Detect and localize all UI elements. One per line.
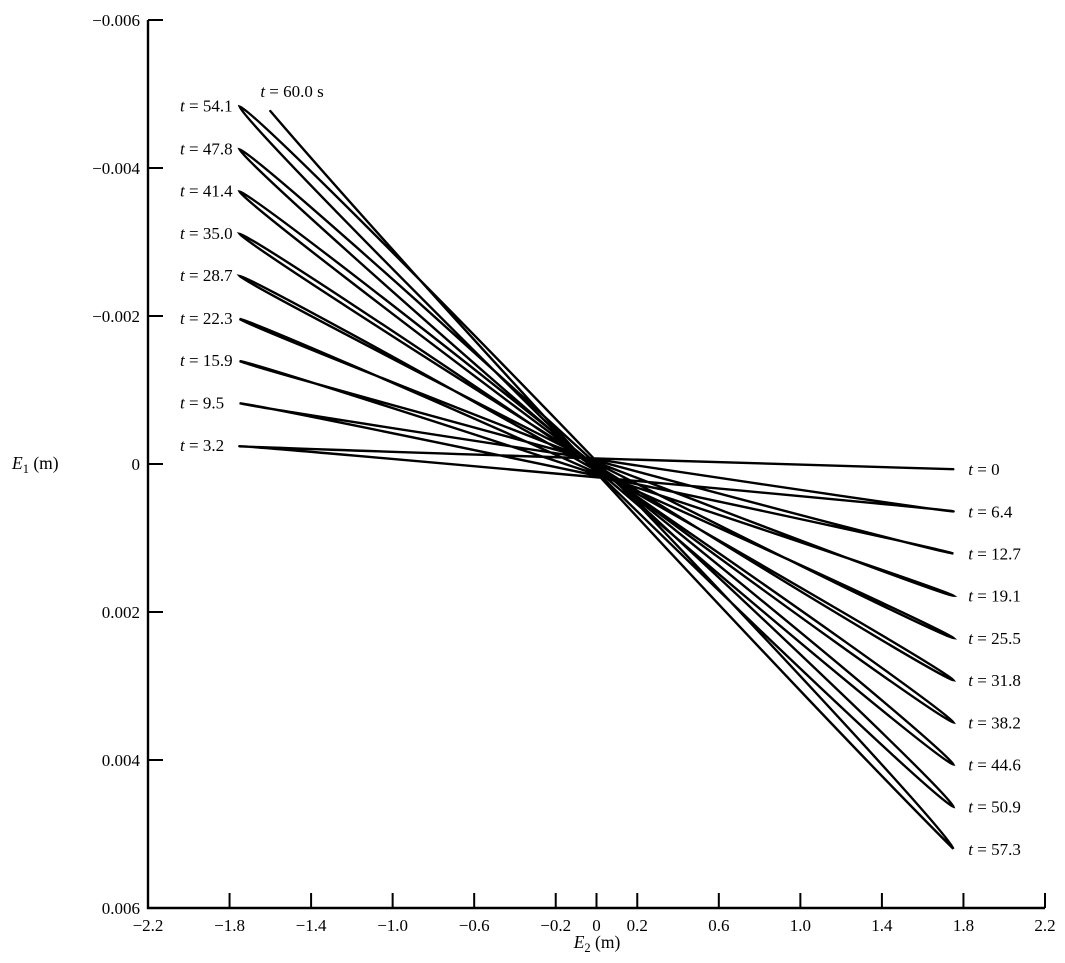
y-tick-label: −0.006 [92,11,140,30]
time-label: t = 9.5 [180,393,224,412]
y-axis-title: E1 (m) [11,453,59,476]
time-label: t = 57.3 [968,840,1021,859]
time-label: t = 3.2 [180,436,224,455]
y-tick-label: −0.004 [92,159,140,178]
x-tick-label: 0.2 [627,916,648,935]
time-label: t = 41.4 [180,182,233,201]
x-tick-label: 1.0 [790,916,811,935]
x-tick-label: 1.8 [953,916,974,935]
time-label: t = 35.0 [180,224,233,243]
time-label: t = 54.1 [180,97,233,116]
x-tick-label: −0.6 [459,916,490,935]
time-label: t = 28.7 [180,266,233,285]
time-label: t = 22.3 [180,309,233,328]
y-tick-label: 0.002 [102,603,140,622]
time-label: t = 60.0 s [260,82,323,101]
y-tick-label: 0.004 [102,751,141,770]
y-tick-label: 0 [132,455,141,474]
time-label: t = 15.9 [180,351,233,370]
x-tick-label: −1.0 [377,916,408,935]
x-tick-label: 0 [592,916,601,935]
time-label: t = 6.4 [968,502,1013,521]
time-label: t = 31.8 [968,671,1021,690]
x-tick-label: −0.2 [540,916,571,935]
x-tick-label: 1.4 [871,916,893,935]
y-tick-label: 0.006 [102,899,140,918]
x-tick-label: 0.6 [708,916,729,935]
y-tick-label: −0.002 [92,307,140,326]
time-label: t = 44.6 [968,755,1021,774]
trajectory-path [236,104,958,850]
x-axis-title: E2 (m) [573,932,621,955]
time-label: t = 12.7 [968,545,1021,564]
time-label: t = 47.8 [180,140,233,159]
time-label: t = 25.5 [968,629,1021,648]
time-label: t = 0 [968,460,999,479]
time-label: t = 19.1 [968,587,1021,606]
x-tick-label: −1.8 [214,916,245,935]
time-label: t = 50.9 [968,798,1021,817]
time-label: t = 38.2 [968,713,1021,732]
x-tick-label: −2.2 [133,916,164,935]
x-tick-label: 2.2 [1034,916,1055,935]
x-tick-label: −1.4 [296,916,327,935]
